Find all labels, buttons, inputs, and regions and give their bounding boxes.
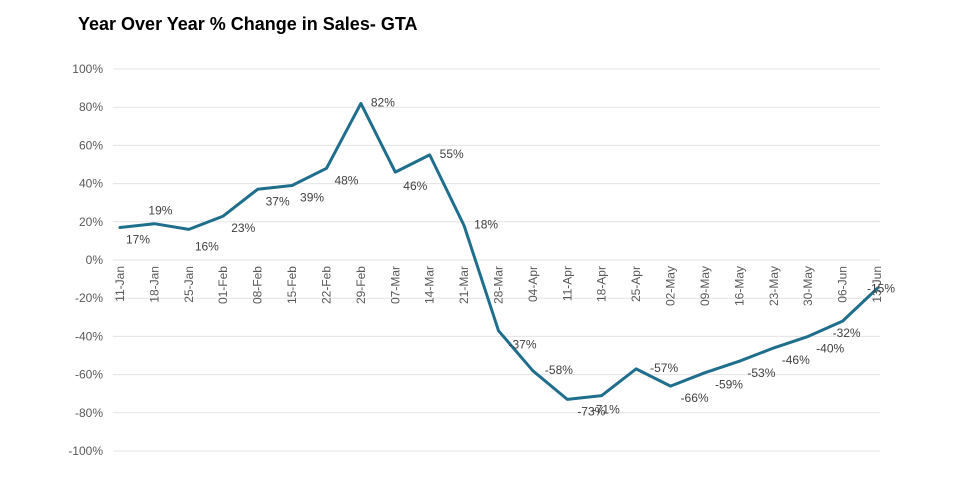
y-tick-label: -100% bbox=[68, 444, 103, 458]
y-tick-label: 40% bbox=[79, 177, 103, 191]
y-tick-label: -40% bbox=[75, 329, 103, 343]
x-axis-ticks: 11-Jan 18-Jan 25-Jan 01-Feb 08-Feb 15-Feb 22-F… bbox=[113, 266, 884, 306]
x-tick-label: 23-May bbox=[767, 266, 781, 306]
y-tick-label: 60% bbox=[79, 138, 103, 152]
x-tick-label: 04-Apr bbox=[526, 266, 540, 302]
x-tick-label: 30-May bbox=[801, 266, 815, 306]
data-label: 17% bbox=[126, 233, 150, 247]
data-label: 18% bbox=[474, 218, 498, 232]
y-tick-label: -80% bbox=[75, 406, 103, 420]
x-tick-label: 16-May bbox=[732, 266, 746, 306]
data-label: 19% bbox=[148, 204, 172, 218]
x-tick-label: 18-Apr bbox=[595, 266, 609, 302]
y-tick-label: -60% bbox=[75, 368, 103, 382]
y-tick-label: 80% bbox=[79, 100, 103, 114]
x-tick-label: 11-Jan bbox=[113, 266, 127, 302]
y-tick-label: 0% bbox=[86, 253, 104, 267]
x-tick-label: 02-May bbox=[664, 266, 678, 306]
x-tick-label: 06-Jun bbox=[836, 266, 850, 303]
data-label: -40% bbox=[816, 341, 844, 355]
data-label: -57% bbox=[650, 361, 678, 375]
x-tick-label: 21-Mar bbox=[457, 266, 471, 304]
data-label: -53% bbox=[747, 366, 775, 380]
data-label: -46% bbox=[782, 353, 810, 367]
data-label: -32% bbox=[833, 326, 861, 340]
data-label: 37% bbox=[266, 194, 290, 208]
data-label: -37% bbox=[509, 338, 537, 352]
data-label: -73% bbox=[577, 404, 605, 418]
data-label: -66% bbox=[681, 391, 709, 405]
data-label: 82% bbox=[371, 95, 395, 109]
x-tick-label: 22-Feb bbox=[319, 266, 333, 304]
data-label: 55% bbox=[440, 147, 464, 161]
chart-title: Year Over Year % Change in Sales- GTA bbox=[78, 14, 418, 34]
series-line bbox=[118, 101, 879, 401]
y-tick-label: 100% bbox=[72, 62, 103, 76]
data-label: -15% bbox=[867, 282, 895, 296]
x-tick-label: 09-May bbox=[698, 266, 712, 306]
x-tick-label: 15-Feb bbox=[285, 266, 299, 304]
gridlines bbox=[113, 68, 880, 452]
data-label: 39% bbox=[300, 191, 324, 205]
series-line-group bbox=[118, 101, 879, 401]
data-label: -71% bbox=[592, 403, 620, 417]
data-label: -58% bbox=[545, 363, 573, 377]
x-tick-label: 11-Apr bbox=[560, 266, 574, 301]
data-labels: 17% 19% 16% 23% 37% 39% 48% 82% 46% 55% 18% -37% -58… bbox=[126, 95, 895, 418]
data-label: 48% bbox=[334, 173, 358, 187]
x-tick-label: 08-Feb bbox=[251, 266, 265, 304]
x-tick-label: 07-Mar bbox=[388, 266, 402, 304]
data-label: 16% bbox=[195, 239, 219, 253]
x-tick-label: 01-Feb bbox=[216, 266, 230, 304]
data-label: 46% bbox=[403, 179, 427, 193]
x-tick-label: 25-Jan bbox=[182, 266, 196, 303]
data-label: 23% bbox=[231, 221, 255, 235]
x-tick-label: 25-Apr bbox=[629, 266, 643, 302]
x-tick-label: 14-Mar bbox=[423, 266, 437, 304]
y-axis-ticks: 100% 80% 60% 40% 20% 0% -20% -40% -60% -80% -100% bbox=[68, 62, 103, 458]
data-label: -59% bbox=[715, 378, 743, 392]
x-tick-label: 29-Feb bbox=[354, 266, 368, 304]
x-tick-label: 18-Jan bbox=[147, 266, 161, 303]
x-tick-label: 28-Mar bbox=[492, 266, 506, 304]
y-tick-label: 20% bbox=[79, 215, 103, 229]
y-tick-label: -20% bbox=[75, 291, 103, 305]
